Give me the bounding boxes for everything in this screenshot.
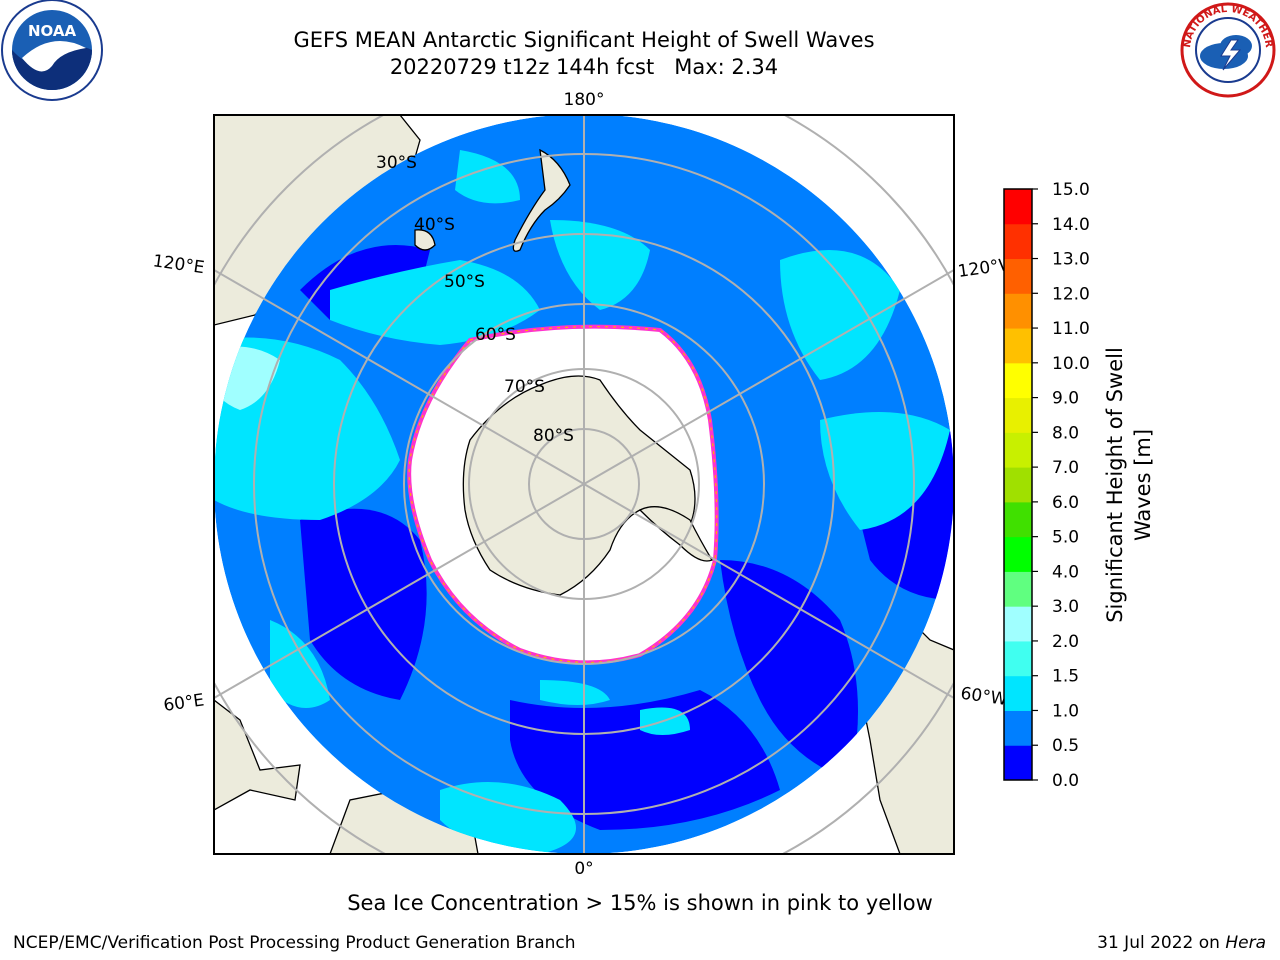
colorbar-segment [1004,640,1032,677]
map-frame [213,114,955,855]
colorbar-title-line2: Waves [m] [1131,429,1155,541]
colorbar-segment [1004,501,1032,538]
colorbar-tick-label: 1.0 [1052,701,1079,721]
lon-label-0: 0° [574,859,593,879]
lat-label-80s: 80°S [533,426,574,446]
colorbar-segment [1004,432,1032,468]
nws-logo: NATIONAL WEATHER SERVICE [1176,0,1276,98]
noaa-logo: NOAA [1,0,103,101]
colorbar-segment [1004,675,1032,711]
lat-label-70s: 70°S [504,377,545,397]
render-date: 31 Jul 2022 on Hera [1097,933,1266,953]
colorbar-segment [1004,397,1032,433]
colorbar-tick-label: 12.0 [1052,284,1090,304]
colorbar-segment [1004,467,1032,503]
colorbar-segment [1004,745,1032,781]
lat-label-30s: 30°S [376,153,417,173]
colorbar-tick-label: 10.0 [1052,354,1090,374]
colorbar-tick-label: 1.5 [1052,667,1079,687]
colorbar-tick-label: 6.0 [1052,493,1079,513]
lon-label-60w: 60°W [959,684,1008,710]
colorbar-title-line1: Significant Height of Swell [1103,347,1127,623]
producer-credit: NCEP/EMC/Verification Post Processing Pr… [13,933,576,953]
colorbar-tick-label: 15.0 [1052,180,1090,200]
colorbar-tick-label: 9.0 [1052,389,1079,409]
figure-title: GEFS MEAN Antarctic Significant Height o… [293,28,875,52]
colorbar-segment [1004,362,1032,399]
colorbar-segment [1004,189,1032,225]
lat-label-50s: 50°S [444,272,485,292]
colorbar-tick-label: 4.0 [1052,562,1079,582]
colorbar-segment [1004,710,1032,746]
colorbar: 0.0 0.5 1.0 1.5 2.0 3.0 4.0 5.0 6.0 7.0 8.0 9.0 10.0… [1003,180,1090,791]
lon-label-120e: 120°E [152,251,206,278]
colorbar-tick-label: 5.0 [1052,528,1079,548]
lat-label-60s: 60°S [475,325,516,345]
colorbar-tick-label: 0.0 [1052,771,1079,791]
colorbar-tick-label: 3.0 [1052,597,1079,617]
figure-subtitle: 20220729 t12z 144h fcst Max: 2.34 [389,55,779,79]
render-date-text: 31 Jul 2022 on [1097,933,1226,953]
lon-label-60e: 60°E [162,690,205,715]
longitude-grid [214,115,954,854]
lon-label-180: 180° [564,90,605,110]
colorbar-tick-label: 14.0 [1052,215,1090,235]
colorbar-segment [1004,293,1032,329]
sea-ice-note: Sea Ice Concentration > 15% is shown in … [347,891,933,915]
colorbar-tick-label: 2.0 [1052,632,1079,652]
colorbar-tick-label: 8.0 [1052,423,1079,443]
colorbar-segment [1004,571,1032,607]
colorbar-segment [1004,536,1032,572]
colorbar-tick-label: 0.5 [1052,736,1079,756]
render-system: Hera [1225,933,1266,953]
colorbar-segment [1004,258,1032,294]
colorbar-segment [1004,328,1032,364]
colorbar-tick-label: 7.0 [1052,458,1079,478]
colorbar-segment [1004,606,1032,642]
colorbar-tick-label: 11.0 [1052,319,1090,339]
colorbar-tick-label: 13.0 [1052,250,1090,270]
colorbar-segment [1004,223,1032,260]
lat-label-40s: 40°S [414,215,455,235]
colorbar-frame [1003,188,1033,781]
noaa-logo-text: NOAA [28,22,77,40]
